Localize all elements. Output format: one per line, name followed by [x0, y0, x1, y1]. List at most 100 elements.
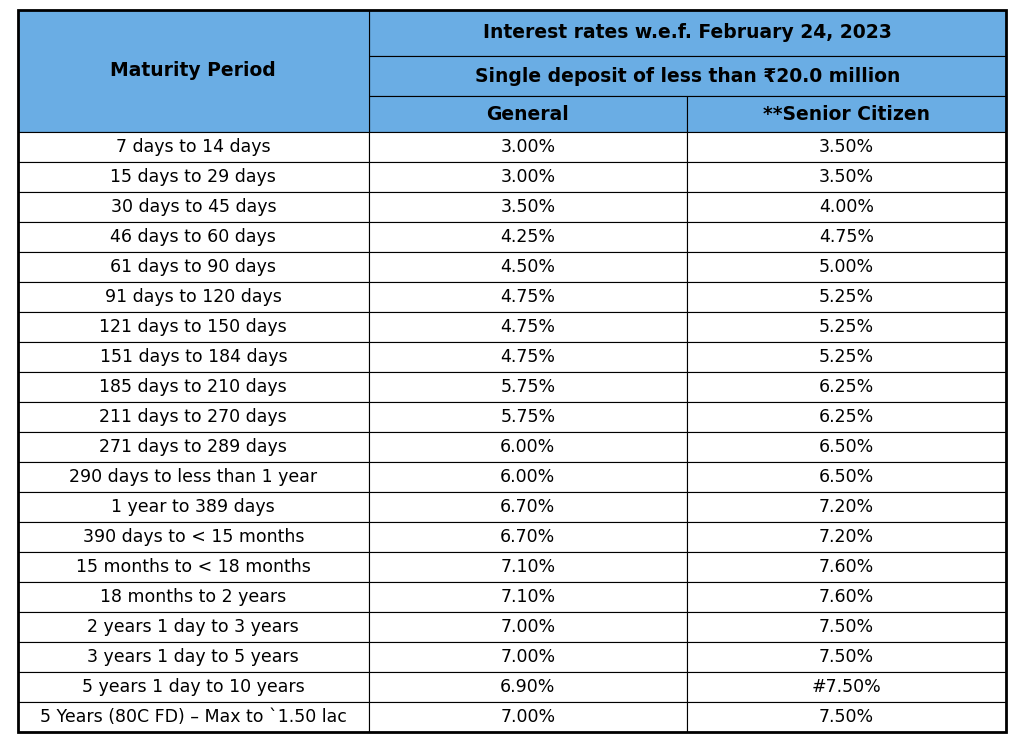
- Bar: [369, 342, 687, 372]
- Bar: [369, 10, 1006, 56]
- Text: 7.00%: 7.00%: [501, 618, 555, 636]
- Text: 3.50%: 3.50%: [501, 198, 555, 216]
- Text: 3.00%: 3.00%: [501, 138, 555, 156]
- Bar: [18, 612, 369, 642]
- Bar: [687, 522, 1006, 552]
- Text: 7.50%: 7.50%: [819, 708, 874, 726]
- Text: 2 years 1 day to 3 years: 2 years 1 day to 3 years: [87, 618, 299, 636]
- Bar: [369, 702, 687, 732]
- Text: 185 days to 210 days: 185 days to 210 days: [99, 378, 288, 396]
- Text: 3 years 1 day to 5 years: 3 years 1 day to 5 years: [87, 648, 299, 666]
- Bar: [369, 252, 687, 282]
- Bar: [687, 612, 1006, 642]
- Text: 5.75%: 5.75%: [501, 378, 555, 396]
- Text: 7.60%: 7.60%: [819, 588, 874, 606]
- Text: 3.50%: 3.50%: [819, 138, 874, 156]
- Bar: [369, 582, 687, 612]
- Text: 91 days to 120 days: 91 days to 120 days: [104, 288, 282, 306]
- Text: 18 months to 2 years: 18 months to 2 years: [100, 588, 287, 606]
- Bar: [687, 672, 1006, 702]
- Bar: [18, 132, 369, 162]
- Bar: [369, 372, 687, 402]
- Bar: [687, 342, 1006, 372]
- Text: 211 days to 270 days: 211 days to 270 days: [99, 408, 288, 426]
- Text: 3.00%: 3.00%: [501, 168, 555, 186]
- Text: 290 days to less than 1 year: 290 days to less than 1 year: [70, 468, 317, 486]
- Bar: [369, 492, 687, 522]
- Text: 5.25%: 5.25%: [819, 288, 874, 306]
- Bar: [18, 492, 369, 522]
- Bar: [687, 222, 1006, 252]
- Bar: [18, 702, 369, 732]
- Bar: [369, 222, 687, 252]
- Bar: [369, 432, 687, 462]
- Bar: [687, 582, 1006, 612]
- Text: 5.75%: 5.75%: [501, 408, 555, 426]
- Bar: [687, 132, 1006, 162]
- Bar: [687, 312, 1006, 342]
- Bar: [369, 312, 687, 342]
- Text: 4.00%: 4.00%: [819, 198, 873, 216]
- Bar: [18, 672, 369, 702]
- Text: 4.75%: 4.75%: [501, 318, 555, 336]
- Bar: [687, 702, 1006, 732]
- Bar: [687, 162, 1006, 192]
- Bar: [369, 282, 687, 312]
- Bar: [18, 522, 369, 552]
- Bar: [369, 642, 687, 672]
- Text: Maturity Period: Maturity Period: [111, 61, 276, 80]
- Text: Interest rates w.e.f. February 24, 2023: Interest rates w.e.f. February 24, 2023: [483, 24, 892, 43]
- Bar: [18, 462, 369, 492]
- Text: 4.75%: 4.75%: [501, 288, 555, 306]
- Text: 15 months to < 18 months: 15 months to < 18 months: [76, 558, 311, 576]
- Bar: [369, 56, 1006, 96]
- Bar: [18, 192, 369, 222]
- Bar: [18, 162, 369, 192]
- Text: 15 days to 29 days: 15 days to 29 days: [111, 168, 276, 186]
- Text: 7.10%: 7.10%: [501, 588, 555, 606]
- Text: 6.50%: 6.50%: [819, 468, 874, 486]
- Bar: [18, 282, 369, 312]
- Text: 6.70%: 6.70%: [500, 528, 555, 546]
- Text: Single deposit of less than ₹20.0 million: Single deposit of less than ₹20.0 millio…: [475, 66, 900, 86]
- Text: 7.00%: 7.00%: [501, 708, 555, 726]
- Text: 7.60%: 7.60%: [819, 558, 874, 576]
- Bar: [687, 432, 1006, 462]
- Bar: [18, 252, 369, 282]
- Text: 30 days to 45 days: 30 days to 45 days: [111, 198, 276, 216]
- Bar: [369, 612, 687, 642]
- Bar: [687, 192, 1006, 222]
- Text: 4.75%: 4.75%: [819, 228, 873, 246]
- Text: 121 days to 150 days: 121 days to 150 days: [99, 318, 288, 336]
- Text: 7.20%: 7.20%: [819, 528, 874, 546]
- Text: 6.25%: 6.25%: [819, 378, 874, 396]
- Text: 6.00%: 6.00%: [500, 468, 555, 486]
- Text: 6.90%: 6.90%: [500, 678, 555, 696]
- Text: 7.00%: 7.00%: [501, 648, 555, 666]
- Text: 5.00%: 5.00%: [819, 258, 874, 276]
- Bar: [18, 432, 369, 462]
- Bar: [18, 222, 369, 252]
- Text: 5 Years (80C FD) – Max to `1.50 lac: 5 Years (80C FD) – Max to `1.50 lac: [40, 708, 347, 726]
- Bar: [369, 552, 687, 582]
- Text: 6.50%: 6.50%: [819, 438, 874, 456]
- Bar: [18, 642, 369, 672]
- Bar: [18, 402, 369, 432]
- Text: 61 days to 90 days: 61 days to 90 days: [111, 258, 276, 276]
- Bar: [369, 132, 687, 162]
- Bar: [687, 252, 1006, 282]
- Text: 1 year to 389 days: 1 year to 389 days: [112, 498, 275, 516]
- Text: #7.50%: #7.50%: [812, 678, 882, 696]
- Text: 4.75%: 4.75%: [501, 348, 555, 366]
- Text: 5.25%: 5.25%: [819, 348, 874, 366]
- Text: 3.50%: 3.50%: [819, 168, 874, 186]
- Bar: [687, 552, 1006, 582]
- Text: 4.25%: 4.25%: [501, 228, 555, 246]
- Text: 5 years 1 day to 10 years: 5 years 1 day to 10 years: [82, 678, 305, 696]
- Bar: [369, 462, 687, 492]
- Text: 4.50%: 4.50%: [501, 258, 555, 276]
- Text: 390 days to < 15 months: 390 days to < 15 months: [83, 528, 304, 546]
- Text: 5.25%: 5.25%: [819, 318, 874, 336]
- Text: 7.20%: 7.20%: [819, 498, 874, 516]
- Bar: [687, 96, 1006, 132]
